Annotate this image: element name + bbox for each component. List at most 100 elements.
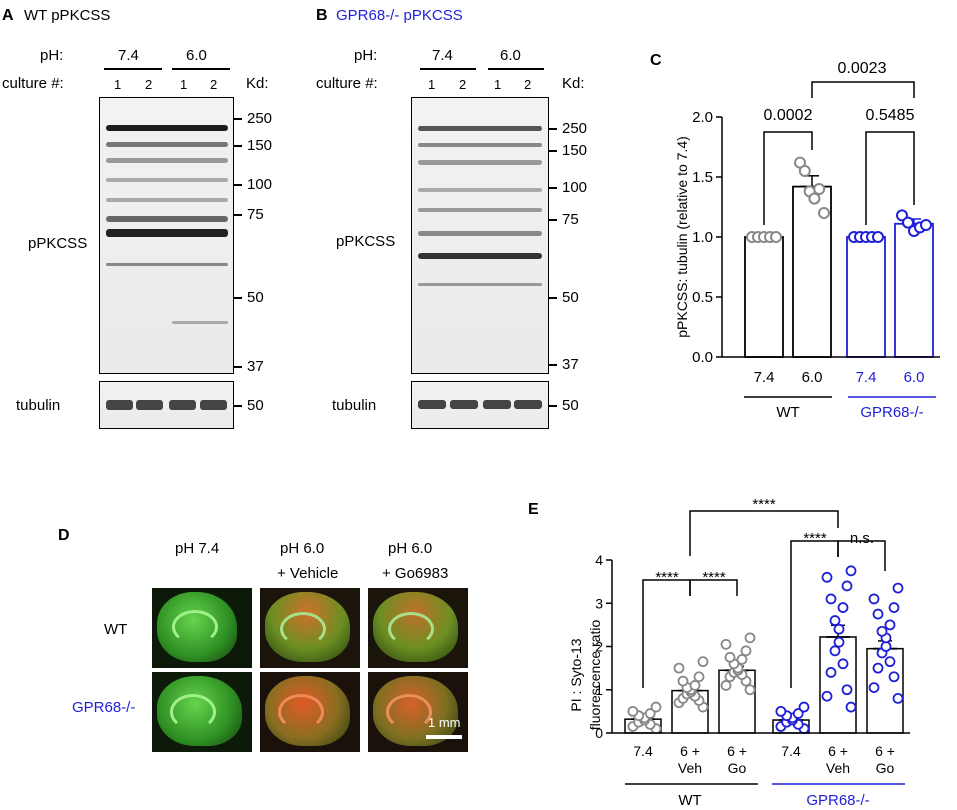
data-point xyxy=(798,165,811,177)
data-point xyxy=(845,701,857,713)
condition-label: + Go6983 xyxy=(382,565,449,582)
data-point xyxy=(746,231,758,243)
data-point xyxy=(724,651,736,663)
mw-marker: 250 xyxy=(562,120,588,137)
culture-label: culture #: xyxy=(2,75,64,92)
comparison-bracket xyxy=(837,540,886,571)
data-point xyxy=(736,669,748,681)
mw-marker: 50 xyxy=(247,289,264,306)
data-point xyxy=(781,710,793,722)
group-label: WT xyxy=(776,404,799,421)
data-point xyxy=(673,697,685,709)
panel-letter: C xyxy=(650,52,662,69)
data-point xyxy=(627,705,639,717)
data-point xyxy=(872,662,884,674)
data-point xyxy=(724,671,736,683)
data-point xyxy=(693,695,705,706)
data-point xyxy=(866,231,878,243)
significance-label: **** xyxy=(702,569,726,586)
x-tick-label: 6.0 xyxy=(802,369,823,386)
y-axis-label: fluorescence ratio xyxy=(587,619,603,731)
data-point xyxy=(813,183,826,195)
data-point xyxy=(833,623,845,635)
data-point xyxy=(848,231,860,243)
comparison-bracket xyxy=(763,131,813,225)
y-tick-label: 1.0 xyxy=(692,229,713,246)
panel-letter: B xyxy=(316,7,328,24)
data-point xyxy=(728,658,740,670)
comparison-bracket xyxy=(865,131,915,225)
western-blot-main xyxy=(411,97,549,374)
data-point xyxy=(677,675,689,687)
condition-label: pH 7.4 xyxy=(175,540,220,557)
data-point xyxy=(792,718,804,730)
mw-marker: 50 xyxy=(562,289,579,306)
x-tick-label: 7.4 xyxy=(754,369,775,386)
data-point xyxy=(744,632,756,644)
mw-marker: 50 xyxy=(247,397,264,414)
group-label: WT xyxy=(678,792,701,809)
data-point xyxy=(732,662,744,674)
data-point xyxy=(892,582,904,594)
condition-label: pH 6.0 xyxy=(280,540,325,557)
data-point xyxy=(644,708,656,719)
data-point xyxy=(787,714,798,726)
data-point xyxy=(880,641,892,652)
data-point xyxy=(825,667,837,678)
data-point xyxy=(821,690,833,702)
data-point xyxy=(639,714,650,726)
comparison-bracket xyxy=(689,510,839,556)
y-tick-label: 4 xyxy=(595,552,603,568)
data-point xyxy=(920,219,932,231)
culture-number: 2 xyxy=(459,77,467,92)
ph-value: 7.4 xyxy=(118,47,139,64)
data-point xyxy=(841,684,853,696)
mw-marker: 75 xyxy=(247,206,264,223)
culture-number: 2 xyxy=(145,77,153,92)
brain-slice-image xyxy=(152,672,252,752)
data-point xyxy=(794,156,806,169)
data-point xyxy=(685,686,697,698)
data-point xyxy=(650,701,662,713)
data-point xyxy=(693,671,705,683)
panel-title: GPR68-/- pPKCSS xyxy=(336,7,463,24)
mw-marker: 250 xyxy=(247,110,273,127)
panel-letter: D xyxy=(58,527,70,544)
x-tick-label: 6.0 xyxy=(904,369,925,386)
y-tick-label: 1.5 xyxy=(692,169,713,186)
y-tick-label: 2.0 xyxy=(692,109,713,126)
data-point xyxy=(728,667,740,678)
data-point xyxy=(681,688,693,700)
data-point xyxy=(681,682,693,693)
significance-label: **** xyxy=(752,496,776,513)
data-point xyxy=(781,716,793,728)
data-point xyxy=(837,602,849,613)
condition-label: + Vehicle xyxy=(277,565,339,582)
lane-group-line xyxy=(420,68,476,70)
data-point xyxy=(792,708,804,719)
data-point xyxy=(787,712,798,724)
scale-bar-label: 1 mm xyxy=(428,715,461,730)
x-tick-label: 6 + xyxy=(727,743,747,759)
data-point xyxy=(732,664,744,676)
culture-number: 1 xyxy=(114,77,122,92)
bar xyxy=(718,669,756,734)
group-label: GPR68-/- xyxy=(806,792,869,809)
comparison-bracket xyxy=(642,579,691,688)
data-point xyxy=(673,662,685,674)
mw-marker: 100 xyxy=(562,179,588,196)
data-point xyxy=(736,654,748,665)
data-point xyxy=(854,231,866,243)
significance-label: n.s. xyxy=(850,530,874,547)
data-point xyxy=(740,675,752,687)
bar xyxy=(819,636,857,734)
data-point xyxy=(650,723,662,735)
brain-slice-image xyxy=(152,588,252,668)
culture-label: culture #: xyxy=(316,75,378,92)
x-tick-label: 7.4 xyxy=(633,743,653,759)
panel-letter: A xyxy=(2,7,14,24)
comparison-bracket xyxy=(790,540,839,688)
data-point xyxy=(689,680,701,691)
mw-marker: 150 xyxy=(562,142,588,159)
x-tick-label: 7.4 xyxy=(781,743,801,759)
